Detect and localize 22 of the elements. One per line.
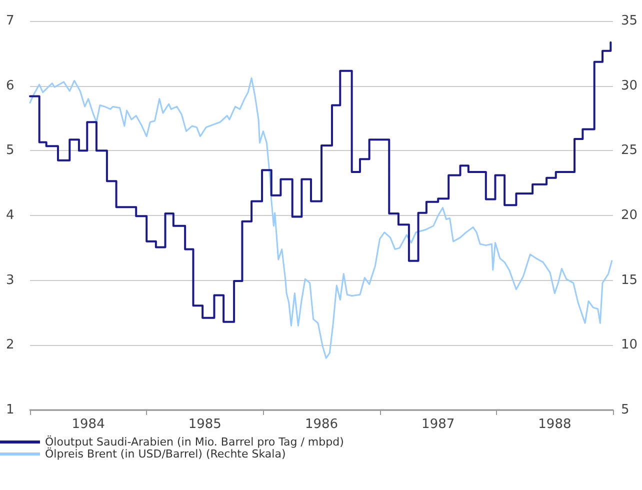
x-tick-label: 1988 <box>538 417 572 432</box>
x-tick-label: 1986 <box>304 417 338 432</box>
x-tick-label: 1987 <box>422 417 455 432</box>
x-tick-label: 1984 <box>72 417 105 432</box>
y2-tick-label: 35 <box>621 14 638 28</box>
x-tick-label: 1985 <box>188 417 222 432</box>
y2-tick-label: 10 <box>621 338 638 353</box>
y-tick-label: 3 <box>6 272 14 288</box>
y-tick-label: 5 <box>6 143 14 158</box>
y2-tick-label: 5 <box>621 402 630 418</box>
y-tick-label: 6 <box>6 78 14 94</box>
line-series <box>29 77 613 359</box>
y-tick-label: 7 <box>6 14 14 28</box>
y2-tick-label: 15 <box>621 272 638 288</box>
y2-tick-label: 25 <box>621 143 638 158</box>
legend-label: Ölpreis Brent (in USD/Barrel) (Rechte Skala) <box>45 446 286 460</box>
y-tick-label: 2 <box>6 338 14 353</box>
legend-label: Öloutput Saudi-Arabien (in Mio. Barrel pro Tag / mbpd) <box>45 434 344 448</box>
y-tick-label: 4 <box>6 208 14 223</box>
y-tick-label: 1 <box>6 402 14 418</box>
y2-tick-label: 30 <box>621 78 638 94</box>
y2-tick-label: 20 <box>621 208 638 223</box>
